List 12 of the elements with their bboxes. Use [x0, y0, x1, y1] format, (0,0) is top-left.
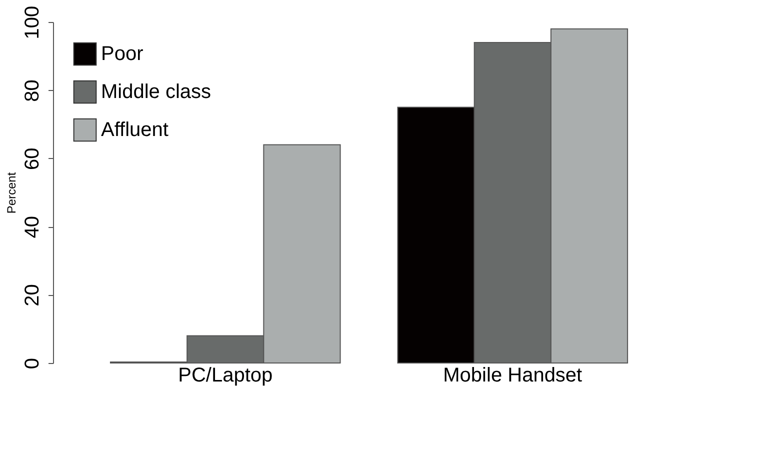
y-axis-title: Percent	[4, 172, 18, 214]
y-tick-label: 20	[22, 284, 44, 306]
y-tick-label: 60	[22, 148, 44, 170]
y-tick-label: 0	[22, 358, 44, 370]
x-tick-label: Mobile Handset	[443, 364, 583, 386]
legend-label: Poor	[101, 43, 144, 65]
x-tick-label: PC/Laptop	[178, 364, 273, 386]
legend-label: Middle class	[101, 81, 212, 103]
y-tick-label: 80	[22, 80, 44, 102]
y-tick-label: 40	[22, 216, 44, 238]
legend-label: Affluent	[101, 119, 169, 141]
y-tick-label: 100	[22, 6, 44, 40]
